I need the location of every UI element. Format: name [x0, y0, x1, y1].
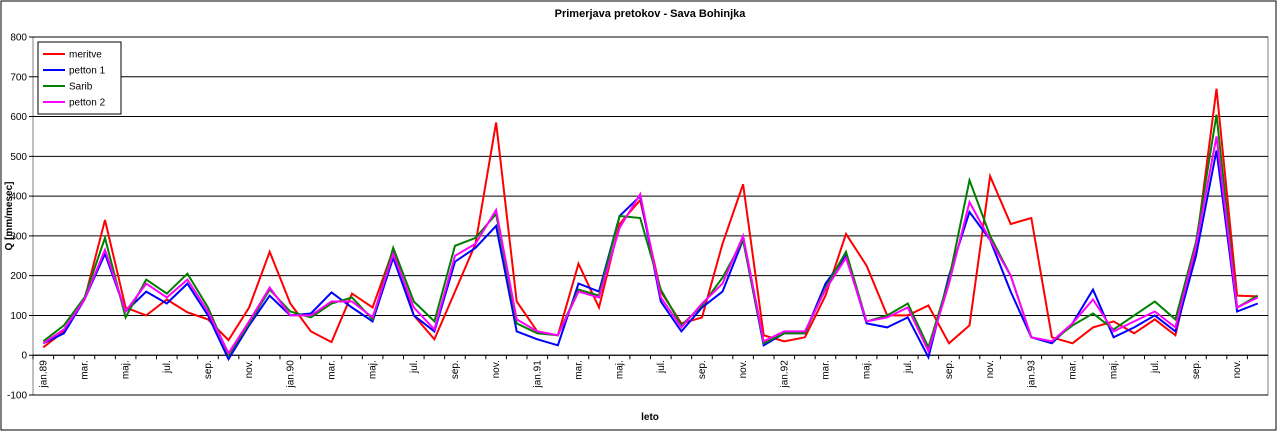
- y-tick-label: 100: [10, 311, 27, 322]
- x-tick-label: sep.: [203, 360, 214, 379]
- x-tick-label: mar.: [326, 360, 337, 379]
- x-tick-label: sep.: [1191, 360, 1202, 379]
- x-tick-label: maj.: [1109, 360, 1120, 379]
- y-tick-label: 800: [10, 33, 27, 44]
- x-tick-label: jan.93: [1026, 360, 1037, 389]
- x-tick-label: jan.89: [38, 360, 49, 389]
- chart-title: Primerjava pretokov - Sava Bohinjka: [555, 8, 747, 20]
- x-tick-label: jul.: [162, 360, 173, 374]
- x-tick-label: jul.: [1150, 360, 1161, 374]
- x-tick-label: jan.92: [779, 360, 790, 389]
- x-tick-label: maj.: [121, 360, 132, 379]
- x-tick-label: nov.: [738, 360, 749, 378]
- x-tick-label: jul.: [656, 360, 667, 374]
- y-tick-label: 300: [10, 231, 27, 242]
- x-tick-label: maj.: [615, 360, 626, 379]
- x-tick-label: jul.: [409, 360, 420, 374]
- y-tick-label: 600: [10, 112, 27, 123]
- y-tick-label: -100: [7, 391, 27, 402]
- x-tick-label: mar.: [573, 360, 584, 379]
- x-tick-label: nov.: [491, 360, 502, 378]
- y-tick-label: 400: [10, 192, 27, 203]
- x-tick-label: sep.: [944, 360, 955, 379]
- y-tick-label: 0: [21, 351, 27, 362]
- x-tick-label: sep.: [450, 360, 461, 379]
- x-tick-label: mar.: [79, 360, 90, 379]
- series-line: [42, 136, 1259, 356]
- x-tick-label: mar.: [1067, 360, 1078, 379]
- x-tick-label: jan.91: [532, 360, 543, 389]
- y-tick-label: 500: [10, 152, 27, 163]
- x-tick-label: jul.: [903, 360, 914, 374]
- legend-label: petton 1: [69, 66, 106, 77]
- legend-label: Sarib: [69, 82, 93, 93]
- x-tick-label: jan.90: [285, 360, 296, 389]
- plot-area: [32, 36, 1269, 396]
- legend-label: petton 2: [69, 98, 106, 109]
- legend-label: meritve: [69, 50, 102, 61]
- x-tick-label: maj.: [862, 360, 873, 379]
- y-axis-label: Q [mm/mesec]: [4, 182, 15, 251]
- x-tick-label: maj.: [368, 360, 379, 379]
- x-tick-label: mar.: [820, 360, 831, 379]
- y-tick-label: 200: [10, 271, 27, 282]
- x-tick-label: nov.: [985, 360, 996, 378]
- x-tick-label: nov.: [244, 360, 255, 378]
- x-tick-label: nov.: [1232, 360, 1243, 378]
- y-tick-label: 700: [10, 72, 27, 83]
- x-axis-label: leto: [641, 412, 659, 423]
- x-tick-label: sep.: [697, 360, 708, 379]
